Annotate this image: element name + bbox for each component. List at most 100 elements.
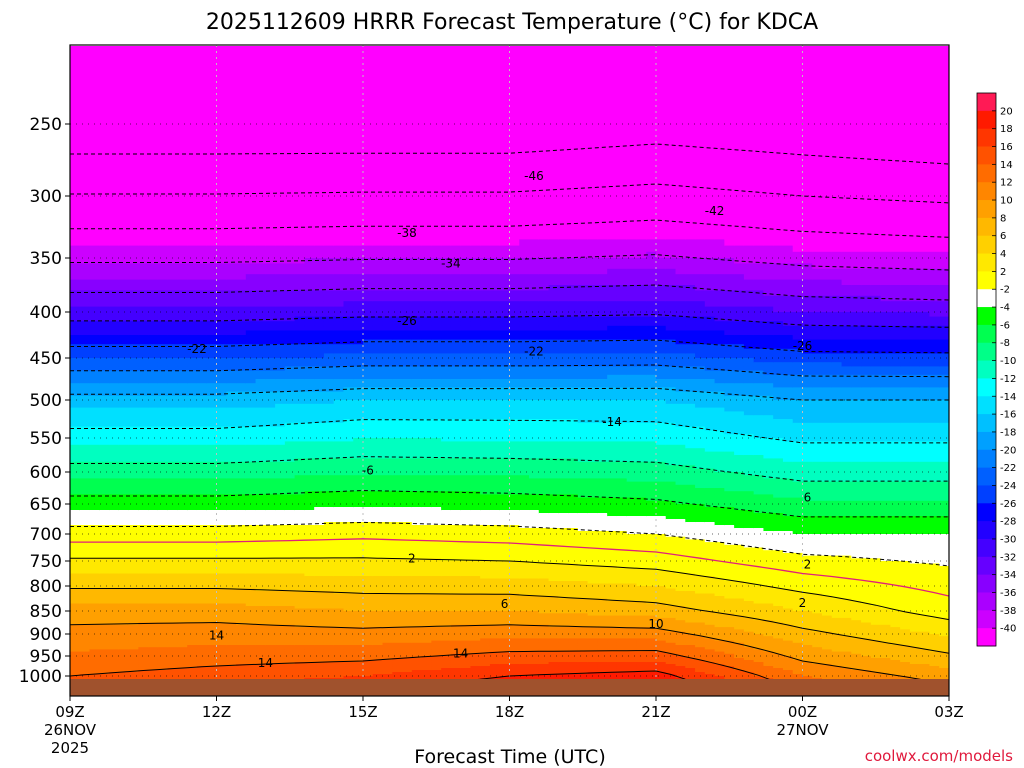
temp-cell: [236, 566, 247, 570]
temp-cell: [70, 220, 81, 228]
temp-cell: [148, 624, 159, 628]
temp-cell: [245, 339, 257, 345]
temp-cell: [294, 617, 305, 621]
temp-cell: [89, 571, 100, 575]
temp-cell: [236, 285, 247, 291]
temp-cell: [157, 400, 169, 405]
temp-cell: [177, 455, 188, 459]
temp-cell: [304, 348, 315, 354]
temp-cell: [196, 220, 208, 228]
temp-cell: [89, 395, 100, 401]
temp-cell: [89, 295, 100, 302]
temp-cell: [177, 316, 188, 322]
temp-cell: [177, 458, 188, 463]
temp-cell: [177, 374, 188, 380]
temp-cell: [255, 525, 266, 529]
temp-cell: [226, 627, 237, 630]
temp-cell: [167, 348, 179, 354]
temp-cell: [304, 542, 315, 546]
temp-cell: [226, 504, 237, 508]
temp-cell: [167, 152, 179, 161]
temp-cell: [79, 563, 91, 567]
temp-cell: [255, 181, 266, 190]
temp-cell: [353, 438, 364, 442]
temp-cell: [187, 660, 198, 663]
temp-cell: [157, 611, 169, 614]
temp-cell: [255, 591, 266, 595]
temp-cell: [245, 362, 257, 367]
temp-cell: [353, 666, 364, 669]
temp-cell: [177, 613, 188, 617]
temp-cell: [167, 245, 179, 253]
temp-cell: [99, 583, 110, 587]
temp-cell: [226, 494, 237, 499]
temp-cell: [275, 500, 286, 505]
temp-cell: [236, 504, 247, 508]
temp-cell: [89, 581, 100, 585]
temp-cell: [99, 475, 110, 479]
temp-cell: [187, 306, 198, 313]
temp-cell: [265, 202, 276, 209]
temp-cell: [109, 522, 120, 526]
temp-cell: [70, 581, 81, 585]
temp-cell: [177, 547, 188, 551]
temp-cell: [206, 214, 218, 222]
temp-cell: [79, 593, 91, 597]
temp-cell: [353, 374, 364, 380]
temp-cell: [343, 481, 354, 486]
temp-cell: [167, 108, 179, 117]
temp-cell: [353, 344, 364, 350]
temp-cell: [157, 603, 169, 607]
temp-cell: [314, 596, 325, 600]
temp-cell: [187, 563, 198, 567]
temp-cell: [304, 366, 315, 372]
temp-cell: [177, 306, 188, 313]
temp-cell: [323, 116, 335, 125]
temp-cell: [363, 77, 374, 86]
temp-cell: [177, 550, 188, 554]
temp-cell: [187, 138, 198, 147]
temp-cell: [99, 438, 110, 442]
temp-cell: [245, 510, 257, 514]
temp-cell: [216, 576, 227, 580]
temp-cell: [245, 233, 257, 240]
temp-cell: [245, 131, 257, 139]
temp-cell: [109, 422, 120, 428]
temp-cell: [128, 668, 139, 671]
temp-cell: [79, 403, 91, 409]
temp-cell: [294, 555, 305, 559]
temp-cell: [255, 534, 266, 538]
temp-cell: [138, 422, 149, 428]
temp-cell: [275, 649, 286, 653]
temp-cell: [70, 676, 81, 679]
temp-cell: [333, 362, 345, 367]
temp-cell: [118, 531, 130, 535]
temp-cell: [89, 174, 100, 183]
temp-cell: [343, 279, 354, 286]
temp-cell: [255, 516, 266, 520]
temp-cell: [343, 458, 354, 463]
temp-cell: [196, 46, 208, 55]
temp-cell: [167, 581, 179, 585]
temp-cell: [206, 664, 218, 667]
temp-cell: [157, 615, 169, 619]
temp-cell: [333, 676, 345, 679]
temp-cell: [167, 558, 179, 562]
temp-cell: [275, 591, 286, 595]
temp-cell: [255, 145, 266, 154]
temp-cell: [89, 593, 100, 597]
temp-cell: [109, 539, 120, 543]
temp-cell: [148, 631, 159, 635]
temp-cell: [157, 672, 169, 675]
temp-cell: [314, 578, 325, 582]
temp-cell: [343, 358, 354, 363]
temp-cell: [226, 258, 237, 264]
temp-cell: [353, 656, 364, 659]
temp-cell: [236, 407, 247, 412]
temp-cell: [196, 422, 208, 428]
temp-cell: [148, 339, 159, 345]
temp-cell: [167, 525, 179, 529]
temp-cell: [353, 245, 364, 253]
temp-cell: [79, 516, 91, 520]
temp-cell: [70, 542, 81, 546]
